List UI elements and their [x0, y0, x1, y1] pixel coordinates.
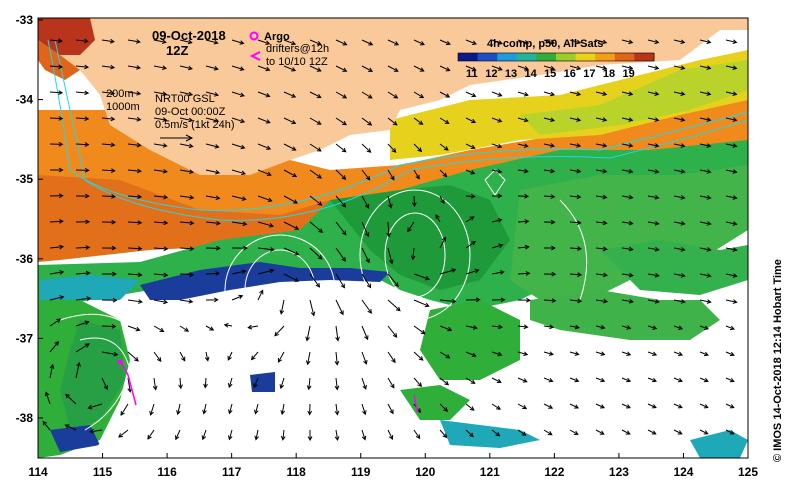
x-tick-label: 118 [287, 465, 307, 479]
colorbar-swatch [536, 53, 556, 61]
colorbar-swatch [634, 53, 654, 61]
colorbar-tick-label: 18 [603, 68, 615, 80]
x-tick-label: 120 [415, 465, 435, 479]
credit-text: © IMOS 14-Oct-2018 12:14 Hobart Time [772, 259, 784, 462]
x-tick-label: 122 [544, 465, 564, 479]
colorbar-swatch [615, 53, 635, 61]
colorbar-tick-label: 16 [564, 68, 576, 80]
colorbar-tick-label: 13 [505, 68, 517, 80]
colorbar-title: 4h comp, p50, All Sats [487, 38, 603, 50]
x-tick-label: 121 [480, 465, 500, 479]
isobath-1000-label: 1000m [106, 101, 140, 113]
colorbar-swatches [458, 53, 655, 61]
y-tick-label: -34 [16, 93, 34, 107]
y-tick-label: -36 [16, 252, 34, 266]
x-tick-label: 119 [351, 465, 371, 479]
x-tick-label: 114 [28, 465, 48, 479]
x-tick-label: 124 [673, 465, 693, 479]
argo-label: Argo [264, 31, 290, 43]
x-tick-label: 125 [738, 465, 758, 479]
colorbar-swatch [556, 53, 576, 61]
colorbar-tick-label: 15 [544, 68, 556, 80]
header-date: 09-Oct-2018 [152, 28, 226, 43]
colorbar-swatch [517, 53, 537, 61]
colorbar-swatch [478, 53, 498, 61]
y-tick-label: -33 [16, 13, 34, 27]
y-tick-label: -37 [16, 331, 34, 345]
colorbar-tick-label: 14 [524, 68, 537, 80]
gsl-label-2: 09-Oct 00:00Z [155, 106, 226, 118]
colorbar-swatch [595, 53, 615, 61]
colorbar-tick-label: 11 [466, 68, 478, 80]
x-tick-label: 123 [609, 465, 629, 479]
x-tick-label: 117 [222, 465, 242, 479]
header-hour: 12Z [166, 43, 188, 58]
gsl-label-1: NRT00 GSL [155, 93, 215, 105]
colorbar-tick-label: 12 [485, 68, 497, 80]
scale-arrow-label: 0.5m/s (1kt 24h) [155, 119, 234, 131]
colorbar-swatch [458, 53, 478, 61]
x-tick-label: 116 [157, 465, 177, 479]
drifter-marker [118, 360, 123, 365]
drifter-label-1: drifters@12h [266, 43, 329, 55]
colorbar-ticks: 11 12 13 14 15 16 17 18 19 [466, 68, 635, 80]
colorbar-tick-label: 17 [583, 68, 595, 80]
colorbar-tick-label: 19 [622, 68, 634, 80]
isobath-200-label: 200m [106, 88, 134, 100]
colorbar-swatch [576, 53, 596, 61]
y-tick-label: -38 [16, 411, 34, 425]
drifter-label-2: to 10/10 12Z [266, 56, 328, 68]
colorbar-swatch [497, 53, 517, 61]
x-tick-label: 115 [93, 465, 113, 479]
y-tick-label: -35 [16, 172, 34, 186]
